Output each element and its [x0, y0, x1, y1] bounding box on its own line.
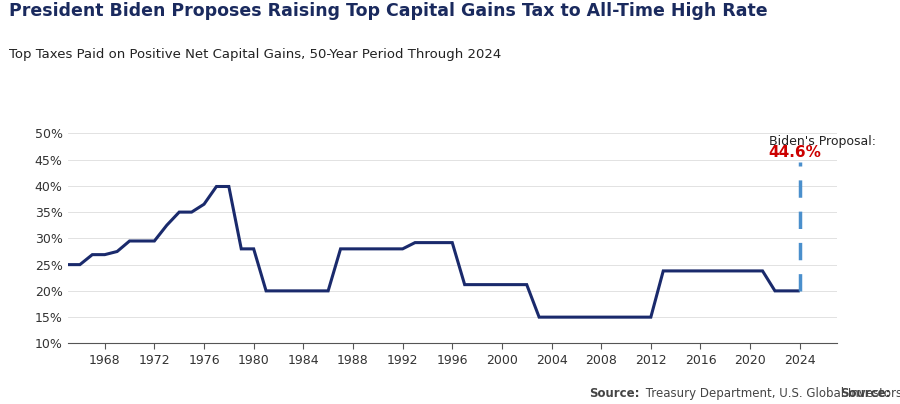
- Text: Top Taxes Paid on Positive Net Capital Gains, 50-Year Period Through 2024: Top Taxes Paid on Positive Net Capital G…: [9, 48, 501, 61]
- Text: Treasury Department, U.S. Global Investors: Treasury Department, U.S. Global Investo…: [642, 387, 900, 400]
- Text: Source:: Source:: [841, 387, 891, 400]
- Text: President Biden Proposes Raising Top Capital Gains Tax to All-Time High Rate: President Biden Proposes Raising Top Cap…: [9, 2, 768, 20]
- Text: Biden's Proposal:: Biden's Proposal:: [769, 135, 876, 148]
- Text: 44.6%: 44.6%: [769, 145, 822, 160]
- Text: Source:: Source:: [590, 387, 640, 400]
